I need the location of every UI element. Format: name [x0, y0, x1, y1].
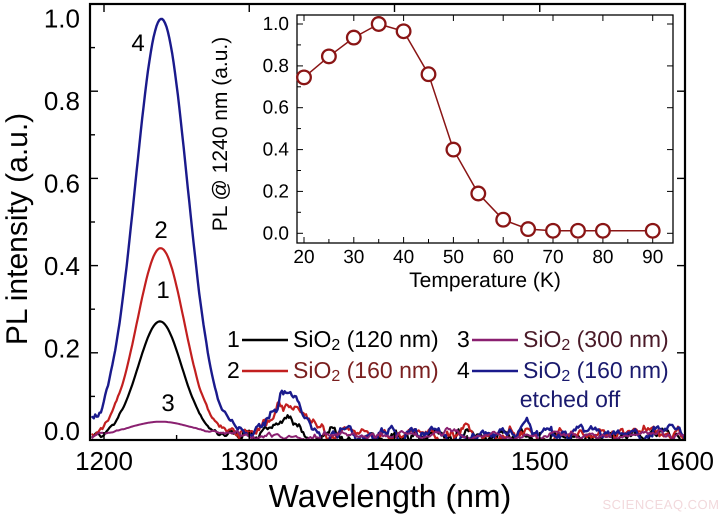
- svg-text:60: 60: [493, 247, 514, 268]
- svg-text:SiO2 (160 nm): SiO2 (160 nm): [523, 357, 669, 385]
- svg-text:3: 3: [457, 326, 470, 352]
- svg-text:SiO2 (160 nm): SiO2 (160 nm): [293, 357, 439, 385]
- svg-text:1600: 1600: [656, 446, 714, 476]
- svg-text:SCIENCEAQ.COM: SCIENCEAQ.COM: [602, 497, 719, 512]
- svg-text:50: 50: [443, 247, 464, 268]
- svg-text:etched off: etched off: [520, 386, 621, 412]
- svg-text:80: 80: [592, 247, 613, 268]
- svg-text:90: 90: [642, 247, 663, 268]
- svg-text:0.0: 0.0: [44, 416, 80, 446]
- svg-text:1200: 1200: [75, 446, 133, 476]
- svg-text:0.2: 0.2: [44, 334, 80, 364]
- svg-text:0.8: 0.8: [263, 56, 289, 77]
- svg-text:1.0: 1.0: [263, 14, 289, 35]
- svg-text:0.6: 0.6: [263, 98, 289, 119]
- svg-text:0.4: 0.4: [263, 140, 290, 161]
- svg-text:2: 2: [227, 357, 240, 383]
- svg-text:0.2: 0.2: [263, 181, 289, 202]
- svg-text:0.6: 0.6: [44, 169, 80, 199]
- svg-text:1500: 1500: [511, 446, 569, 476]
- svg-text:PL intensity (a.u.): PL intensity (a.u.): [1, 113, 34, 345]
- svg-text:3: 3: [161, 390, 174, 417]
- svg-text:Wavelength (nm): Wavelength (nm): [269, 478, 511, 514]
- svg-text:SiO2 (120 nm): SiO2 (120 nm): [293, 326, 439, 354]
- svg-text:0.8: 0.8: [44, 86, 80, 116]
- svg-text:SiO2 (300 nm): SiO2 (300 nm): [523, 326, 669, 354]
- svg-text:1400: 1400: [366, 446, 424, 476]
- svg-text:PL @ 1240 nm (a.u.): PL @ 1240 nm (a.u.): [209, 37, 232, 231]
- svg-text:0.4: 0.4: [44, 251, 80, 281]
- svg-text:20: 20: [293, 247, 314, 268]
- svg-text:1300: 1300: [220, 446, 278, 476]
- svg-text:0.0: 0.0: [263, 223, 289, 244]
- svg-text:1: 1: [227, 326, 240, 352]
- svg-text:1: 1: [156, 277, 169, 304]
- svg-text:4: 4: [457, 357, 470, 383]
- svg-text:70: 70: [542, 247, 563, 268]
- svg-text:40: 40: [393, 247, 414, 268]
- svg-text:30: 30: [343, 247, 364, 268]
- svg-text:4: 4: [131, 30, 144, 57]
- svg-text:Temperature (K): Temperature (K): [409, 269, 561, 292]
- svg-text:2: 2: [154, 217, 167, 244]
- svg-text:1.0: 1.0: [44, 4, 80, 34]
